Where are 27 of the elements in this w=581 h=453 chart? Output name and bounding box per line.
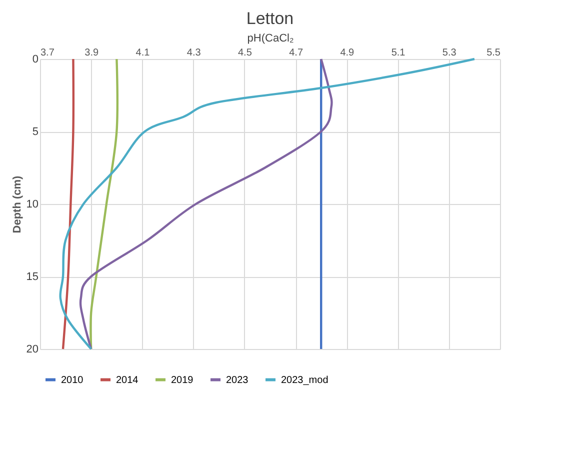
- line-series: [59, 58, 476, 350]
- x-tick-label: 4.5: [238, 48, 252, 58]
- x-tick-label: 4.1: [136, 48, 150, 58]
- line-series: [62, 58, 75, 350]
- y-tick-label: 5: [32, 126, 38, 138]
- line-series: [79, 58, 333, 350]
- x-tick-label: 3.9: [84, 48, 99, 58]
- y-tick-label: 20: [26, 344, 38, 356]
- x-axis-title: pH(CaCl₂: [247, 32, 294, 44]
- y-tick-label: 15: [26, 271, 38, 283]
- legend-label: 2014: [116, 374, 139, 386]
- legend-label: 2023: [226, 374, 249, 386]
- x-tick-label: 4.9: [340, 48, 355, 58]
- x-tick-label: 4.3: [186, 48, 202, 58]
- line-series: [90, 58, 119, 350]
- x-tick-label: 5.1: [391, 48, 406, 58]
- y-axis-title: Depth (cm): [11, 175, 24, 234]
- y-tick-label: 10: [26, 198, 38, 210]
- y-tick-label: 0: [32, 54, 38, 66]
- x-tick-label: 5.5: [486, 48, 501, 58]
- x-tick-label: 4.7: [289, 48, 304, 58]
- legend-label: 2010: [61, 374, 84, 386]
- x-tick-label: 5.3: [442, 48, 457, 58]
- legend-label: 2023_mod: [281, 374, 328, 386]
- chart-title: Letton: [246, 9, 294, 28]
- x-tick-label: 3.7: [40, 48, 55, 58]
- legend-label: 2019: [171, 374, 194, 386]
